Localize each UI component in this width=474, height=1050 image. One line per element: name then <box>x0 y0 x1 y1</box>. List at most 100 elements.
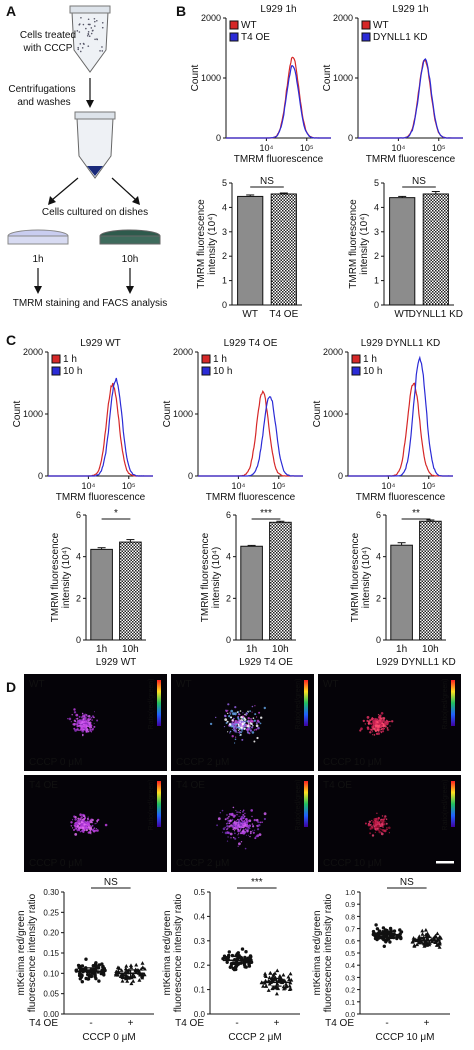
y-tick-label: 0.10 <box>43 969 59 978</box>
row-label: T4 OE <box>175 1018 204 1029</box>
histogram-series-1 <box>358 58 463 139</box>
x-tick-label: 10⁵ <box>272 481 286 491</box>
y-tick-label: 3 <box>222 227 227 237</box>
y-tick-label: 0.00 <box>43 1010 59 1019</box>
micrograph-0 <box>24 674 167 771</box>
cell-dot <box>87 33 90 35</box>
data-point <box>420 932 425 936</box>
group-label: L929 DYNLL1 KD <box>376 657 456 668</box>
cccp-label: CCCP 0 μM <box>29 757 82 768</box>
data-point <box>263 978 268 983</box>
ratio-scale-label: Ratio(red/green) <box>442 780 449 831</box>
category-label: WT <box>394 309 410 320</box>
cell-dot <box>94 25 96 27</box>
tube-cccp <box>71 11 109 73</box>
cell-dot <box>80 17 82 19</box>
significance-label: NS <box>400 877 414 888</box>
step3-label: Cells cultured on dishes <box>42 207 148 218</box>
y-tick-label: 2 <box>376 593 381 603</box>
data-point <box>134 962 139 967</box>
cell-dot <box>90 27 93 29</box>
y-tick-label: 0.3 <box>194 937 206 946</box>
data-point <box>224 956 229 960</box>
data-point <box>420 928 425 933</box>
histogram-series-0 <box>226 56 331 139</box>
y-tick-label: 0.2 <box>194 961 206 970</box>
ratio-color-scale <box>304 781 308 827</box>
data-point <box>116 965 120 969</box>
y-tick-label: 0.0 <box>194 1010 206 1019</box>
legend-label: 1 h <box>363 354 377 365</box>
cell-dot <box>86 35 89 37</box>
data-point <box>417 940 422 945</box>
y-tick-label: 2000 <box>173 347 193 357</box>
category-label: 1h <box>96 644 107 655</box>
arrow-head <box>132 196 140 205</box>
data-point <box>240 947 245 951</box>
y-axis-label: Count <box>312 400 323 427</box>
data-point <box>419 936 424 940</box>
histogram-series-0 <box>358 58 463 139</box>
arrow-shaft <box>51 177 79 201</box>
category-label: 1h <box>396 644 407 655</box>
data-point <box>129 963 133 967</box>
y-tick-label: 0.15 <box>43 949 59 958</box>
category-label: 10h <box>422 644 439 655</box>
data-point <box>277 973 282 978</box>
cell-dot <box>79 50 82 53</box>
step1-line1: Cells treated <box>20 30 76 41</box>
data-point <box>139 967 144 971</box>
y-tick-label: 0.4 <box>194 912 206 921</box>
micrograph-5 <box>318 775 461 872</box>
image-label: WT <box>29 679 45 690</box>
data-point <box>243 955 247 960</box>
data-point <box>94 967 98 972</box>
histogram-series-1 <box>226 65 331 139</box>
cell-dot <box>78 31 81 33</box>
panel-b-letter: B <box>176 3 186 19</box>
row-label: T4 OE <box>325 1018 354 1029</box>
data-point <box>423 928 428 932</box>
category-label: 10h <box>272 644 289 655</box>
data-point <box>96 966 101 970</box>
cccp-label: CCCP 0 μM <box>29 858 82 869</box>
data-point <box>80 980 85 984</box>
cell-dot <box>96 19 98 22</box>
y-tick-label: 4 <box>376 552 381 562</box>
panel-a-letter: A <box>6 3 16 19</box>
y-tick-label: 0 <box>348 133 353 143</box>
bar-1 <box>419 520 442 641</box>
y-axis-label: mtKeima red/green <box>162 910 173 995</box>
data-point <box>80 964 85 968</box>
y-tick-label: 0.5 <box>345 951 355 958</box>
y-tick-label: 0 <box>338 471 343 481</box>
y-tick-label: 1 <box>374 276 379 286</box>
data-point <box>100 971 105 975</box>
cell-dot <box>90 32 93 35</box>
step2-line1: Centrifugations <box>8 84 75 95</box>
group-label: L929 T4 OE <box>239 657 293 668</box>
step1-line2: with CCCP <box>23 43 73 54</box>
bar-0 <box>237 195 264 306</box>
data-point <box>140 961 145 965</box>
legend-label: 10 h <box>213 366 232 377</box>
y-tick-label: 0.05 <box>43 990 59 999</box>
data-point <box>259 980 264 984</box>
y-axis-label: TMRM fluorescence <box>350 532 361 622</box>
chart-title: L929 T4 OE <box>224 338 278 349</box>
y-tick-label: 0.6 <box>345 939 355 946</box>
data-point <box>93 974 97 979</box>
histogram-series-0 <box>198 389 303 477</box>
y-tick-label: 1.0 <box>345 890 355 897</box>
y-tick-label: 2 <box>226 593 231 603</box>
data-point <box>399 930 404 934</box>
ratio-color-scale <box>304 680 308 726</box>
y-tick-label: 0.25 <box>43 908 59 917</box>
x-tick-label: 10⁴ <box>381 481 395 491</box>
significance-label: * <box>114 508 118 519</box>
x-axis-label: TMRM fluorescence <box>56 492 146 503</box>
y-tick-label: 0.5 <box>194 888 206 897</box>
y-tick-label: 2000 <box>323 347 343 357</box>
y-axis-label-2: intensity (10⁴) <box>61 547 72 609</box>
